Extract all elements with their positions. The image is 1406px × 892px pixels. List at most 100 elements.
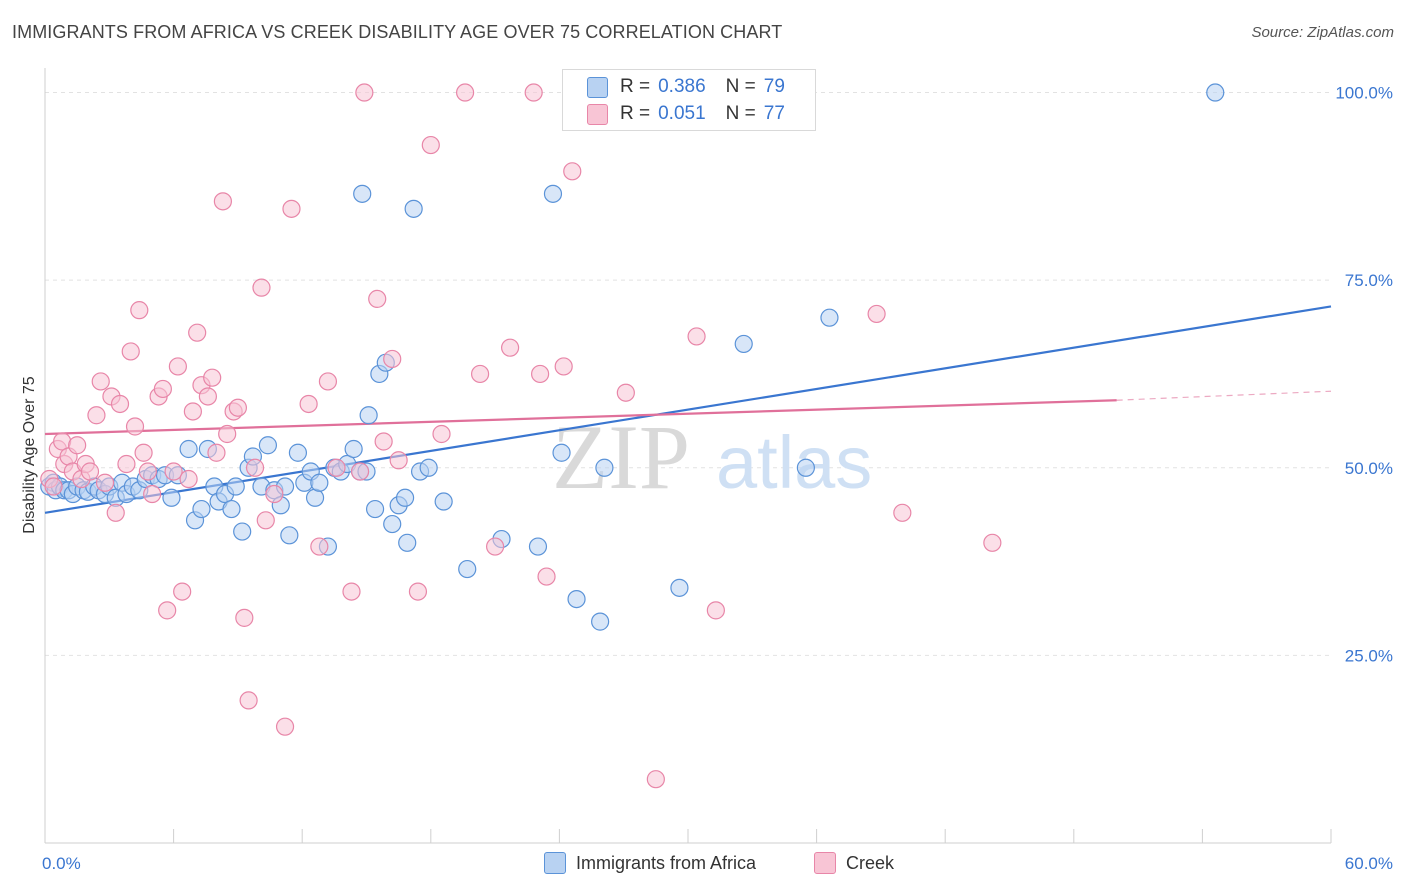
africa-point <box>1206 83 1225 102</box>
creek-point <box>213 192 232 211</box>
africa-point <box>280 526 299 545</box>
legend-n-label: N = <box>725 76 756 97</box>
x-tick-labels: 0.0% 60.0% <box>42 854 1393 873</box>
creek-point <box>421 135 440 155</box>
africa-point <box>162 488 181 507</box>
legend-r-value: 0.051 <box>658 103 706 124</box>
creek-point <box>138 462 157 481</box>
series-swatch-africa <box>544 852 566 874</box>
creek-point <box>117 454 136 474</box>
creek-point <box>355 83 374 102</box>
creek-point <box>239 691 258 710</box>
legend-swatch-africa <box>587 76 608 98</box>
africa-point <box>359 406 378 425</box>
creek-point <box>368 289 387 309</box>
legend-row-creek: R = 0.051 N = 77 <box>587 102 785 126</box>
creek-point <box>867 304 886 324</box>
legend-swatch-creek <box>587 103 608 125</box>
series-label-creek: Creek <box>846 852 895 873</box>
creek-point <box>87 406 106 425</box>
africa-point <box>458 559 477 579</box>
creek-point <box>106 503 125 522</box>
creek-point <box>188 323 207 342</box>
creek-point <box>524 83 543 102</box>
creek-point <box>282 199 301 218</box>
creek-point <box>389 451 408 470</box>
creek-point <box>256 511 275 530</box>
africa-point <box>595 458 614 477</box>
africa-point <box>434 492 453 511</box>
africa-point <box>734 334 753 354</box>
creek-point <box>235 608 254 627</box>
series-legend-africa[interactable]: Immigrants from Africa <box>544 852 756 874</box>
africa-point <box>192 499 211 519</box>
creek-point <box>646 770 665 789</box>
creek-point <box>275 717 295 736</box>
africa-point <box>552 443 571 462</box>
creek-point <box>299 394 318 414</box>
creek-point <box>310 537 329 556</box>
africa-point <box>383 514 402 534</box>
series-swatch-creek <box>814 852 836 874</box>
creek-point <box>44 477 63 496</box>
legend-r-label: R = <box>620 103 651 124</box>
source-credit: Source: ZipAtlas.com <box>1251 24 1394 41</box>
x-tick-label: 0.0% <box>42 854 81 873</box>
data-points <box>40 83 1225 789</box>
chart-title: IMMIGRANTS FROM AFRICA VS CREEK DISABILI… <box>12 22 783 42</box>
legend-n-label: N = <box>725 103 756 124</box>
creek-point <box>983 533 1002 552</box>
creek-point <box>134 443 153 462</box>
africa-point <box>567 589 586 609</box>
legend-n-value: 79 <box>763 76 785 97</box>
creek-point <box>179 469 198 489</box>
series-label-africa: Immigrants from Africa <box>576 852 757 873</box>
africa-point <box>543 184 563 203</box>
creek-point <box>125 417 145 436</box>
creek-point <box>470 364 490 384</box>
creek-point <box>432 424 451 444</box>
africa-point <box>419 458 438 477</box>
creek-point <box>110 394 130 414</box>
creek-point <box>383 349 402 369</box>
series-legend-creek[interactable]: Creek <box>814 852 894 874</box>
correlation-legend: R = 0.386 N = 79 R = 0.051 N = 77 <box>562 69 816 131</box>
y-tick-labels: 25.0% 50.0% 75.0% 100.0% <box>1335 84 1393 666</box>
africa-point <box>528 537 548 556</box>
creek-point <box>687 327 706 346</box>
axes <box>44 68 1332 844</box>
africa-point <box>222 499 241 519</box>
africa-point <box>591 612 610 631</box>
creek-point <box>531 364 550 384</box>
creek-point <box>91 372 110 391</box>
gridlines <box>45 92 1331 656</box>
legend-r-label: R = <box>620 76 651 97</box>
africa-point <box>398 533 417 552</box>
creek-point <box>350 462 370 481</box>
africa-point <box>179 439 198 459</box>
creek-point <box>342 582 361 601</box>
creek-point <box>265 484 284 504</box>
africa-point <box>288 443 308 462</box>
creek-point <box>486 537 505 556</box>
creek-point <box>245 458 265 477</box>
africa-point <box>233 522 252 541</box>
creek-point <box>173 582 192 601</box>
creek-point <box>228 398 247 417</box>
creek-point <box>563 162 582 181</box>
watermark-zip: ZIP <box>552 406 690 508</box>
creek-point <box>164 462 183 481</box>
africa-point <box>670 578 689 597</box>
legend-r-value: 0.386 <box>658 76 706 97</box>
africa-point <box>226 477 245 496</box>
africa-point <box>305 488 325 507</box>
creek-point <box>95 473 115 492</box>
creek-point <box>143 484 162 504</box>
creek-point <box>554 357 573 376</box>
creek-point <box>168 357 187 376</box>
creek-point <box>706 601 725 620</box>
creek-point <box>408 582 428 601</box>
creek-point <box>501 338 520 357</box>
creek-point <box>455 83 475 102</box>
